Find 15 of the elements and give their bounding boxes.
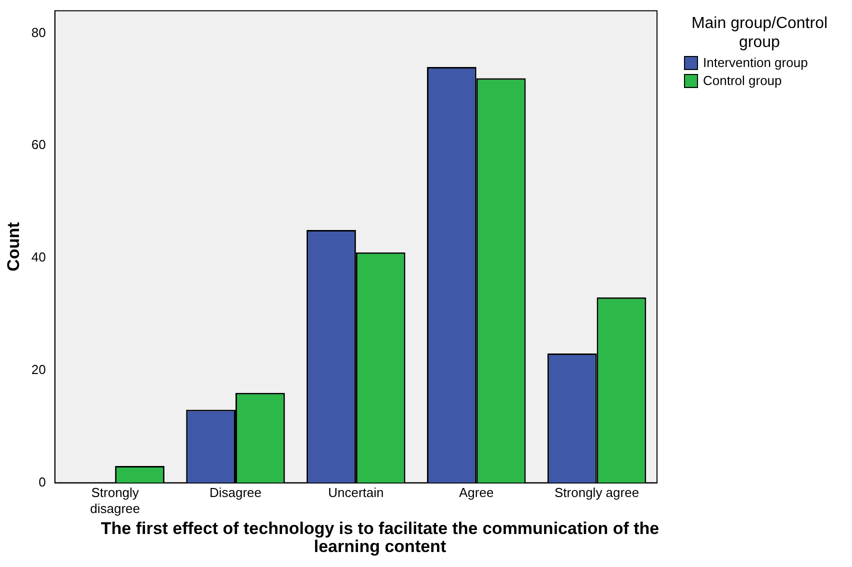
legend-label: Intervention group xyxy=(703,55,808,70)
x-tick-label: Disagree xyxy=(209,485,262,500)
x-axis-title: The first effect of technology is to facilitate the communication of the learning content xyxy=(100,519,660,556)
y-tick-label: 0 xyxy=(38,474,46,490)
y-tick-label: 20 xyxy=(31,362,46,377)
x-tick-label: Agree xyxy=(459,485,494,500)
legend-title: Main group/Control group xyxy=(690,14,829,52)
y-tick-label: 40 xyxy=(31,250,46,265)
y-axis-title: Count xyxy=(4,222,23,272)
legend-label: Control group xyxy=(703,73,782,88)
x-tick-label: Uncertain xyxy=(328,485,384,500)
y-tick-label: 60 xyxy=(31,137,46,152)
x-tick-label: Strongly disagree xyxy=(90,485,140,516)
x-tick-label: Strongly agree xyxy=(554,485,640,500)
y-tick-label: 80 xyxy=(31,24,46,40)
